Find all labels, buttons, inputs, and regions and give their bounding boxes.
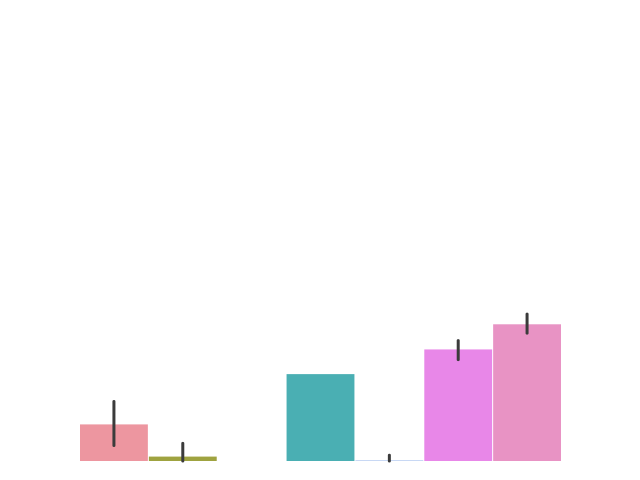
- bar-6: [424, 349, 493, 461]
- bars-layer: [80, 324, 561, 461]
- bar-7: [493, 324, 561, 461]
- bar-4: [286, 374, 355, 461]
- errorbars-layer: [112, 312, 529, 463]
